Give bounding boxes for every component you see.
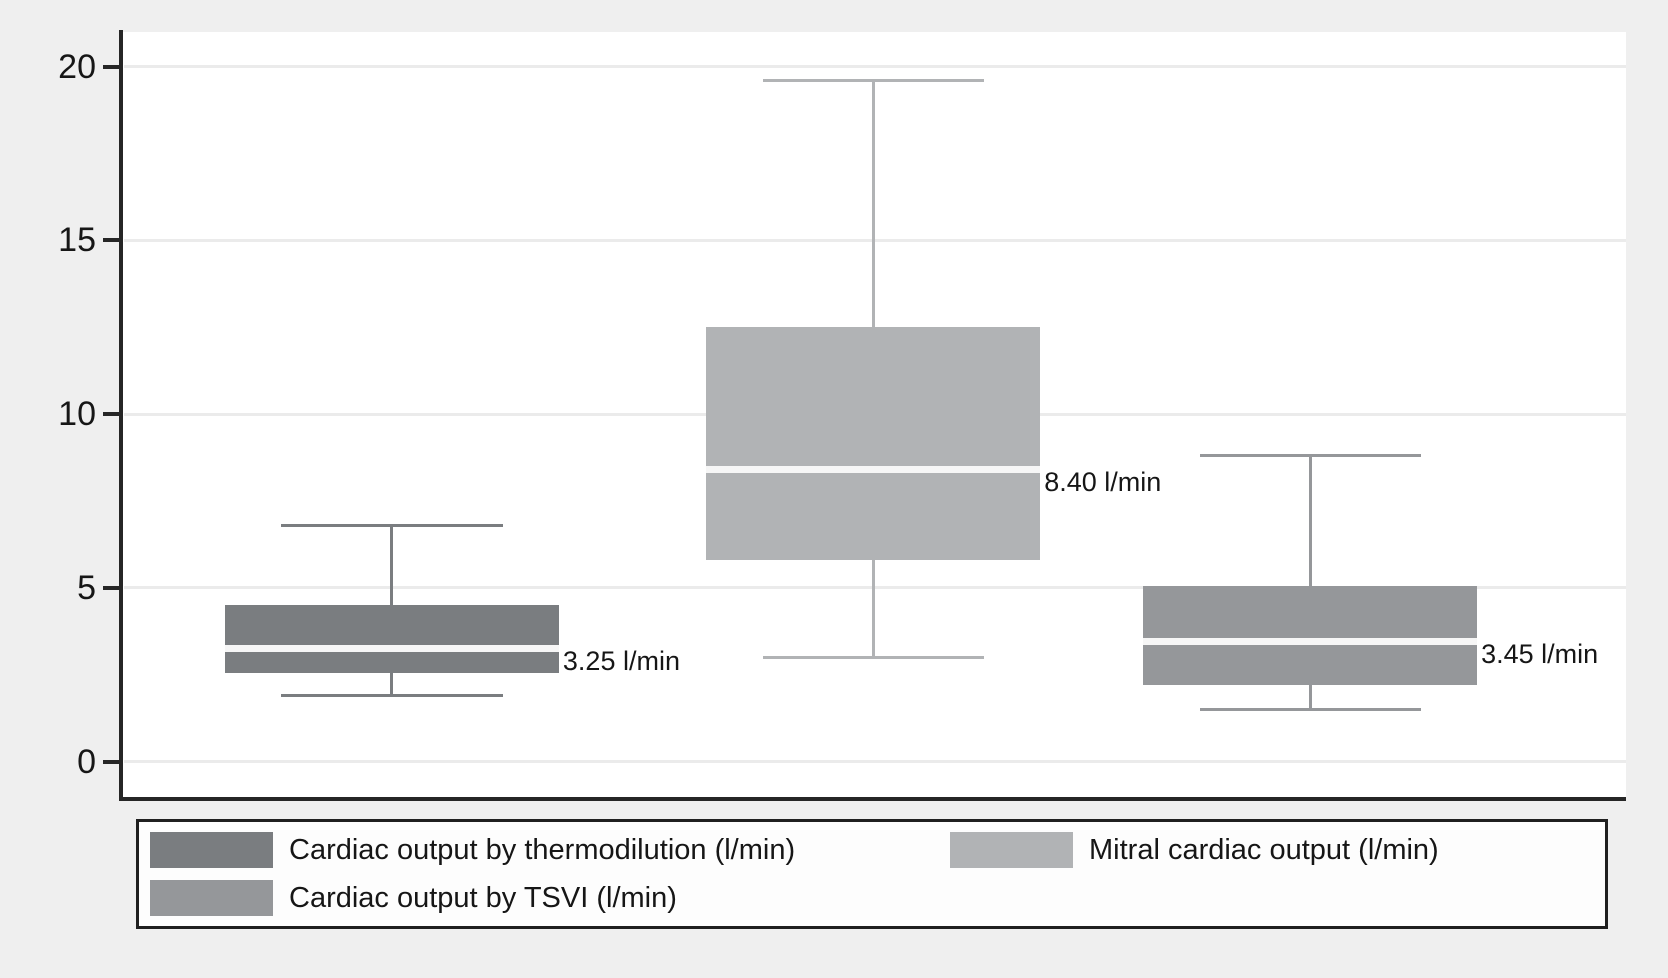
x-axis-line [119, 797, 1626, 801]
whisker-cap-bottom-box1 [281, 694, 503, 698]
y-tick-label-20: 20 [58, 47, 96, 86]
median-line-box3 [1143, 638, 1478, 646]
median-line-box1 [225, 645, 559, 653]
y-tick-mark-20 [103, 64, 120, 69]
median-value-label-box3: 3.45 l/min [1481, 638, 1599, 669]
whisker-bottom-box2 [871, 560, 875, 658]
gridline-0 [124, 760, 1626, 764]
y-tick-label-0: 0 [77, 742, 96, 781]
whisker-cap-bottom-box2 [762, 655, 984, 659]
median-line-box2 [706, 466, 1041, 474]
y-tick-mark-5 [103, 585, 120, 590]
legend-item-tsvi: Cardiac output by TSVI (l/min) [150, 878, 950, 918]
whisker-top-box2 [871, 80, 875, 328]
legend-item-mitral: Mitral cardiac output (l/min) [950, 830, 1605, 870]
median-value-label-box1: 3.25 l/min [562, 645, 680, 676]
median-value-label-box2: 8.40 l/min [1044, 466, 1162, 497]
y-tick-label-15: 15 [58, 221, 96, 260]
whisker-bottom-box1 [390, 672, 394, 696]
y-tick-mark-0 [103, 759, 120, 764]
legend-item-thermodilution: Cardiac output by thermodilution (l/min) [150, 830, 950, 870]
y-tick-label-10: 10 [58, 395, 96, 434]
gridline-15 [124, 238, 1626, 242]
y-tick-mark-10 [103, 412, 120, 417]
box-box2 [706, 327, 1041, 561]
legend-label-mitral: Mitral cardiac output (l/min) [1089, 833, 1439, 866]
y-tick-mark-15 [103, 238, 120, 243]
whisker-top-box3 [1308, 455, 1312, 587]
gridline-20 [124, 65, 1626, 69]
legend-swatch-thermodilution [150, 832, 273, 868]
whisker-top-box1 [390, 525, 394, 606]
whisker-cap-bottom-box3 [1199, 707, 1421, 711]
whisker-bottom-box3 [1308, 685, 1312, 710]
y-axis-line [119, 30, 123, 801]
legend-swatch-mitral [950, 832, 1073, 868]
gridline-5 [124, 586, 1626, 590]
legend-label-tsvi: Cardiac output by TSVI (l/min) [289, 881, 677, 914]
legend-swatch-tsvi [150, 880, 273, 916]
y-tick-label-5: 5 [77, 568, 96, 607]
legend: Cardiac output by thermodilution (l/min)… [136, 819, 1608, 929]
box-box1 [225, 605, 559, 673]
legend-label-thermodilution: Cardiac output by thermodilution (l/min) [289, 833, 796, 866]
box-box3 [1143, 586, 1478, 686]
